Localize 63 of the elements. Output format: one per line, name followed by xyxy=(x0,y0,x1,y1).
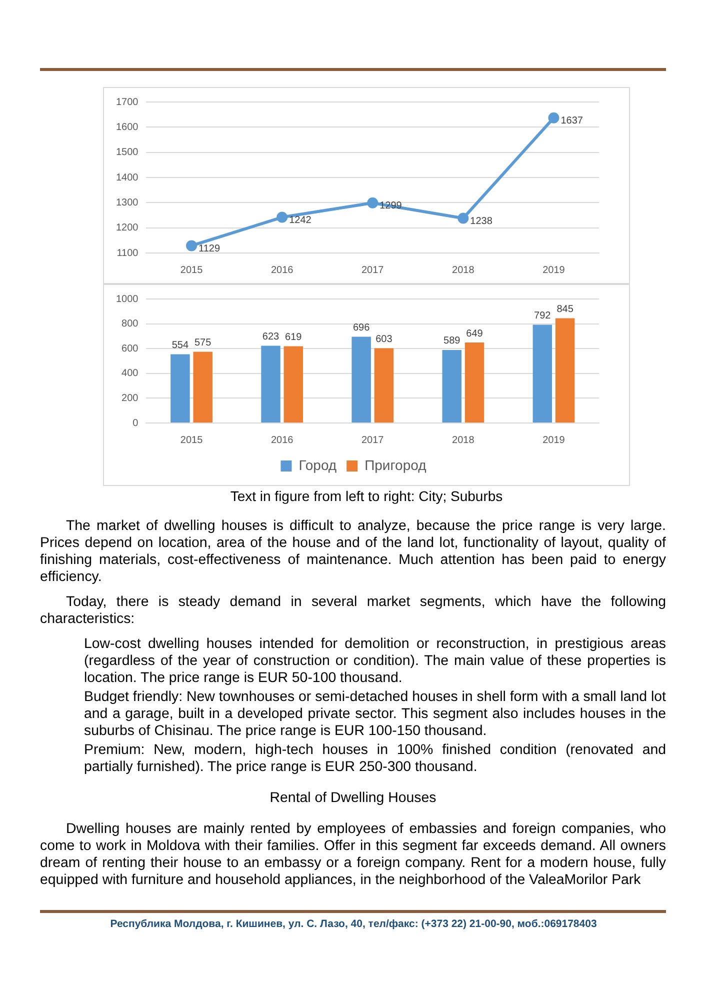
legend-label: Пригород xyxy=(364,456,426,473)
text: Premium: New, modern, high-tech houses in 100% finished condition (renovated and partially furnished). The price range is EUR 250-300 thousand. xyxy=(84,742,666,776)
data-label: 1637 xyxy=(560,116,584,127)
data-label: 696 xyxy=(352,322,370,334)
y-tick-label: 1400 xyxy=(116,172,139,184)
point xyxy=(186,240,198,252)
data-label: 845 xyxy=(556,304,574,315)
data-label: 554 xyxy=(172,340,189,352)
bar xyxy=(555,318,575,422)
text: Low-cost dwelling houses intended for demolition or reconstruction, in prestigious areas (regardless of the year of construction or condition). The main value of these properties is location. The price range is EUR 50-100 thousand. xyxy=(84,636,666,687)
y-tick-label: 400 xyxy=(122,368,139,380)
bar xyxy=(464,342,484,422)
point xyxy=(367,197,378,208)
bar xyxy=(170,354,190,422)
y-tick-label: 200 xyxy=(122,392,139,404)
data-label: 623 xyxy=(262,332,280,342)
text: Budget friendly: New townhouses or semi-detached houses in shell form with a small land lot and a garage, built in a developed private sector. This segment also includes houses in the suburbs of Chisinau. The price range is EUR 100-150 thousand. xyxy=(84,689,666,740)
text: Text in figure from left to right: City; Suburbs xyxy=(229,488,504,504)
data-label: 619 xyxy=(285,332,302,343)
bar xyxy=(284,346,304,422)
point xyxy=(276,212,288,223)
point xyxy=(548,112,560,124)
x-tick-label: 2017 xyxy=(362,434,384,446)
bar xyxy=(442,350,462,422)
legend-label: Город xyxy=(298,456,337,473)
bar xyxy=(261,346,280,422)
x-tick-label: 2019 xyxy=(542,264,566,276)
data-label: 1129 xyxy=(198,243,220,254)
data-label: 1238 xyxy=(470,216,493,228)
text: Dwelling houses are mainly rented by employees of embassies and foreign companies, who come to work in Moldova with their families. Offer in this segment far exceeds demand. All owners dream of renting their house to an embassy or a foreign company. Rent for a modern house, fully equipped with furniture and household appliances, in the neighborhood of the ValeaMorilor Park xyxy=(40,821,666,889)
y-tick-label: 1200 xyxy=(116,222,139,234)
x-tick-label: 2018 xyxy=(452,264,475,276)
x-tick-label: 2016 xyxy=(270,434,294,446)
bar xyxy=(532,324,552,422)
y-tick-label: 1700 xyxy=(116,96,139,108)
x-tick-label: 2018 xyxy=(452,434,475,446)
text: Республика Молдова, г. Кишинев, ул. С. Лазо, 40, тел/факс: (+373 22) 21-00-90, моб.:069178403 xyxy=(109,918,598,930)
text: Today, there is steady demand in several market segments, which have the following characteristics: xyxy=(40,594,666,628)
data-label: 603 xyxy=(376,334,393,345)
x-tick-label: 2015 xyxy=(180,264,204,276)
data-label: 589 xyxy=(444,336,461,347)
bar xyxy=(352,336,371,422)
y-tick-label: 800 xyxy=(122,318,139,330)
point xyxy=(458,212,469,224)
bar xyxy=(374,348,394,422)
y-tick-label: 1100 xyxy=(116,248,139,259)
y-tick-label: 1600 xyxy=(116,122,139,133)
x-tick-label: 2016 xyxy=(270,264,294,276)
x-tick-label: 2015 xyxy=(180,434,204,446)
data-label: 575 xyxy=(194,337,212,348)
bar xyxy=(193,352,212,422)
text: Rental of Dwelling Houses xyxy=(268,790,438,807)
y-tick-label: 1300 xyxy=(116,197,139,208)
text: The market of dwelling houses is difficult to analyze, because the price range is very large. Prices depend on location, area of the house and of the land lot, functionality of layout, quality of finishing materials, cost-effectiveness of maintenance. Much attention has been paid to energy efficiency. xyxy=(40,518,666,586)
x-tick-label: 2019 xyxy=(542,434,566,446)
data-label: 792 xyxy=(534,310,552,322)
y-tick-label: 0 xyxy=(132,418,139,429)
y-tick-label: 1000 xyxy=(116,294,139,305)
data-label: 1242 xyxy=(289,215,312,226)
data-label: 649 xyxy=(466,328,484,340)
x-tick-label: 2017 xyxy=(362,264,384,276)
y-tick-label: 1500 xyxy=(116,147,139,158)
y-tick-label: 600 xyxy=(122,343,139,354)
